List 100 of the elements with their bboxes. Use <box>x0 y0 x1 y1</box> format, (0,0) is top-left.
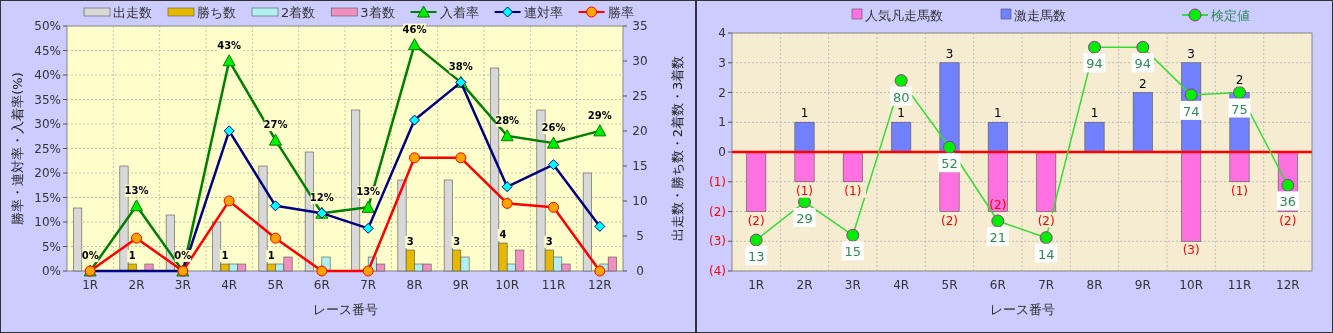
data-label: 26% <box>541 122 566 134</box>
data-label: 3 <box>453 236 461 247</box>
data-label: (2) <box>989 197 1007 212</box>
x-tick-label: 5R <box>267 278 284 292</box>
data-label: 36 <box>1279 194 1297 210</box>
y2-axis-title: 出走数・勝ち数・2着数・3着数 <box>670 55 685 242</box>
data-label: 13% <box>356 186 381 198</box>
y-tick-label: 50% <box>34 19 61 33</box>
data-label: 3 <box>406 236 414 247</box>
x-tick-label: 6R <box>313 278 330 292</box>
legend-label: 3着数 <box>360 5 395 20</box>
data-label: 13 <box>747 249 765 265</box>
y-tick-label: 30% <box>34 117 61 131</box>
data-label: 1 <box>800 106 809 121</box>
x-tick-label: 4R <box>221 278 238 292</box>
y-tick-label: (3) <box>709 234 726 249</box>
data-label: 29 <box>796 210 813 226</box>
data-label: 1 <box>267 250 275 261</box>
y-tick-label: 10% <box>34 215 61 229</box>
data-label: (1) <box>796 183 813 198</box>
x-tick-label: 11R <box>1227 278 1252 292</box>
data-label: 3 <box>1187 46 1195 61</box>
data-label: 13% <box>124 184 149 196</box>
data-label: (1) <box>1231 183 1248 198</box>
data-label: 38% <box>448 61 473 73</box>
legend-label: 人気凡走馬数 <box>865 8 943 23</box>
x-tick-label: 2R <box>128 278 145 292</box>
data-label: 1 <box>897 106 905 121</box>
x-tick-label: 1R <box>82 278 99 292</box>
x-tick-label: 7R <box>1038 278 1055 292</box>
y-tick-label: 0 <box>718 145 726 159</box>
data-label: 1 <box>994 106 1002 121</box>
y2-tick-label: 30 <box>632 54 648 68</box>
x-tick-label: 9R <box>1134 278 1151 292</box>
x-tick-label: 12R <box>588 278 612 292</box>
y-tick-label: 1 <box>718 115 726 130</box>
y-axis-title: 勝率・連対率・入着率(%) <box>10 72 25 225</box>
data-label: 3 <box>945 46 954 61</box>
x-tick-label: 3R <box>844 278 861 292</box>
y-tick-label: 3 <box>718 55 726 70</box>
y2-tick-label: 25 <box>632 89 648 103</box>
y-tick-label: (4) <box>709 264 726 278</box>
y-tick-label: (2) <box>709 204 726 219</box>
data-label: 14 <box>1037 246 1055 262</box>
x-tick-label: 7R <box>360 278 377 292</box>
data-label: (2) <box>941 213 958 228</box>
data-label: 80 <box>892 89 910 105</box>
data-label: 75 <box>1231 101 1248 117</box>
x-tick-label: 5R <box>941 278 958 292</box>
x-tick-label: 12R <box>1276 278 1300 292</box>
legend-label: 出走数 <box>113 5 152 20</box>
data-label: (2) <box>747 213 765 228</box>
x-tick-label: 8R <box>406 278 423 292</box>
data-label: 43% <box>217 39 242 51</box>
data-label: 28% <box>495 114 520 126</box>
x-tick-label: 10R <box>1179 278 1203 292</box>
data-label: (2) <box>1279 213 1297 228</box>
data-label: 46% <box>402 23 427 35</box>
y2-tick-label: 20 <box>632 124 648 138</box>
y2-tick-label: 35 <box>632 19 648 33</box>
y-tick-label: 45% <box>34 43 61 58</box>
data-label: 94 <box>1086 56 1103 72</box>
x-axis-title: レース番号 <box>312 302 378 317</box>
data-label: 15 <box>844 244 862 260</box>
legend-label: 入着率 <box>439 5 479 20</box>
x-tick-label: 9R <box>452 278 469 292</box>
y-tick-label: 15% <box>34 190 61 205</box>
data-label: 12% <box>309 192 334 204</box>
data-label: 2 <box>1139 76 1147 91</box>
x-tick-label: 11R <box>541 278 566 292</box>
data-label: 1 <box>1090 106 1099 121</box>
y-tick-label: 35% <box>34 92 61 107</box>
legend-label: 連対率 <box>523 5 563 20</box>
y-tick-label: 20% <box>34 166 61 180</box>
x-tick-label: 2R <box>796 278 813 292</box>
y-tick-label: 5% <box>41 239 61 254</box>
data-label: 0% <box>174 250 192 261</box>
y-tick-label: 0% <box>41 264 61 278</box>
y-tick-label: 25% <box>34 141 61 156</box>
data-label: 74 <box>1182 103 1200 119</box>
data-label: 3 <box>545 236 553 247</box>
y2-tick-label: 10 <box>632 194 648 208</box>
y-tick-label: (1) <box>709 174 726 189</box>
x-axis-title: レース番号 <box>989 302 1055 317</box>
x-tick-label: 8R <box>1086 278 1103 292</box>
data-label: (1) <box>844 183 862 198</box>
legend-label: 検定値 <box>1211 8 1250 23</box>
x-tick-label: 4R <box>893 278 910 292</box>
y2-tick-label: 15 <box>632 159 648 173</box>
x-tick-label: 6R <box>989 278 1006 292</box>
y-tick-label: 4 <box>718 26 726 40</box>
y2-tick-label: 5 <box>636 229 644 243</box>
data-label: 21 <box>989 230 1007 246</box>
data-label: 0% <box>81 250 99 261</box>
data-label: 1 <box>128 250 136 261</box>
data-label: 52 <box>941 156 958 172</box>
data-label: (2) <box>1037 213 1055 228</box>
y-tick-label: 40% <box>34 68 61 82</box>
x-tick-label: 1R <box>748 278 765 292</box>
y-tick-label: 2 <box>718 85 726 100</box>
